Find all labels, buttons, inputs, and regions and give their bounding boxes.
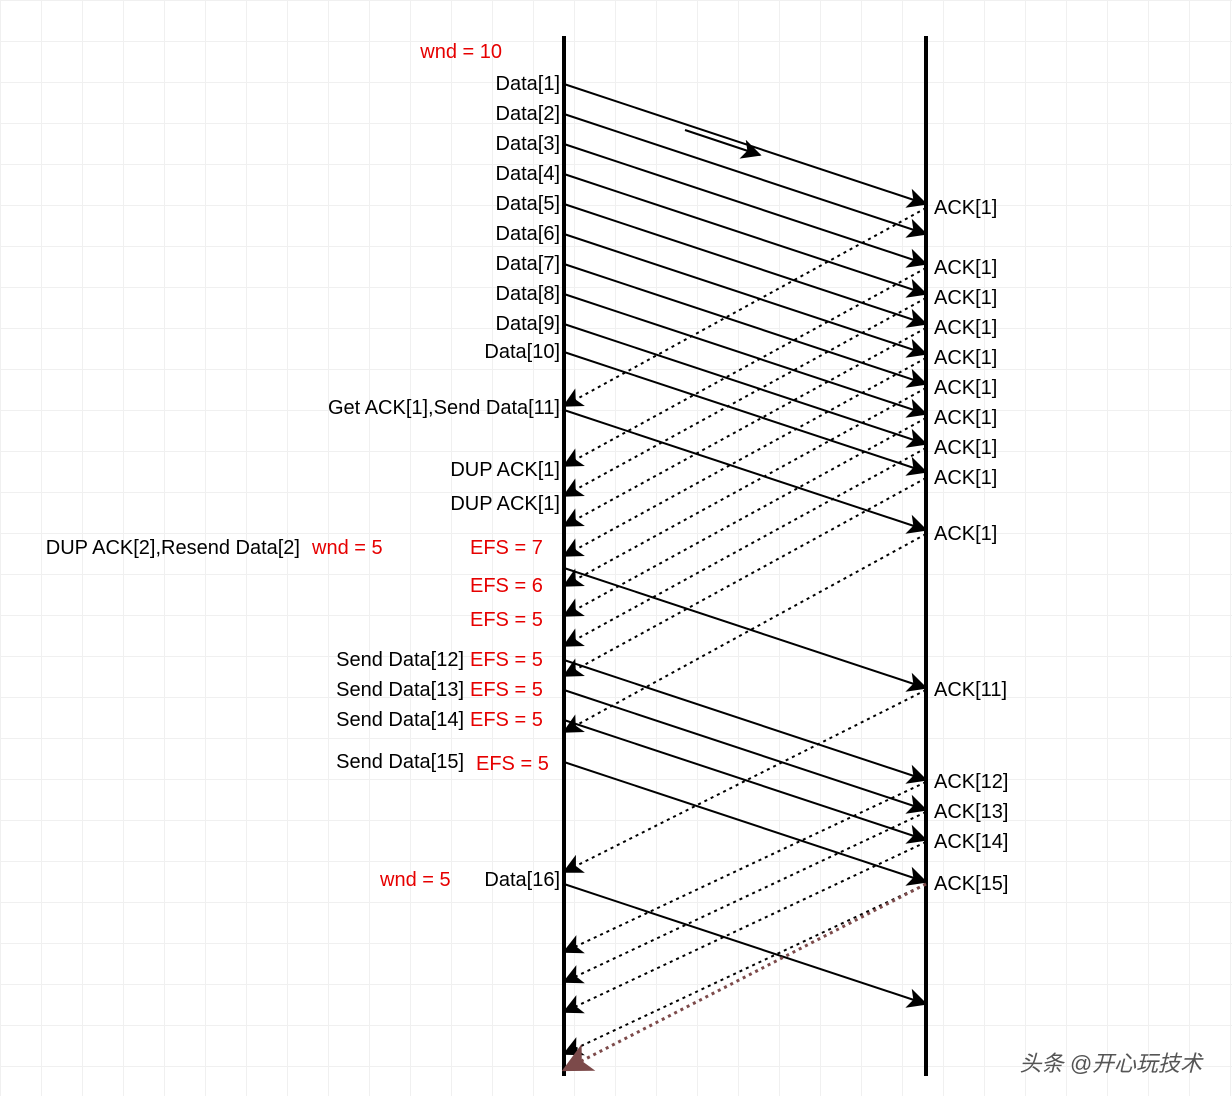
sender-label: Send Data[13] bbox=[336, 680, 464, 700]
sender-label: Send Data[12] bbox=[336, 650, 464, 670]
sender-label: Send Data[15] bbox=[336, 752, 464, 772]
ack-label: ACK[1] bbox=[934, 524, 997, 544]
ack-label: ACK[14] bbox=[934, 832, 1008, 852]
ack-label: ACK[1] bbox=[934, 468, 997, 488]
ack-label: ACK[12] bbox=[934, 772, 1008, 792]
ack-label: ACK[1] bbox=[934, 408, 997, 428]
sender-label: Data[7] bbox=[496, 254, 560, 274]
sender-label: Data[6] bbox=[496, 224, 560, 244]
sender-label: Data[5] bbox=[496, 194, 560, 214]
efs-label: EFS = 7 bbox=[470, 538, 543, 558]
efs-label: EFS = 5 bbox=[470, 710, 543, 730]
efs-label: EFS = 5 bbox=[476, 754, 549, 774]
ack-label: ACK[1] bbox=[934, 348, 997, 368]
sender-label: wnd = 10 bbox=[420, 42, 502, 62]
sender-label: Data[9] bbox=[496, 314, 560, 334]
sender-label: Get ACK[1],Send Data[11] bbox=[328, 398, 560, 418]
ack-label: ACK[15] bbox=[934, 874, 1008, 894]
sender-label: DUP ACK[1] bbox=[450, 460, 560, 480]
ack-label: ACK[1] bbox=[934, 378, 997, 398]
ack-label: ACK[13] bbox=[934, 802, 1008, 822]
ack-label: ACK[1] bbox=[934, 438, 997, 458]
efs-label: EFS = 5 bbox=[470, 610, 543, 630]
ack-label: ACK[1] bbox=[934, 258, 997, 278]
sender-label: Send Data[14] bbox=[336, 710, 464, 730]
sender-label: DUP ACK[1] bbox=[450, 494, 560, 514]
ack-label: ACK[1] bbox=[934, 288, 997, 308]
wnd-label: wnd = 5 bbox=[312, 538, 383, 558]
sender-label: Data[3] bbox=[496, 134, 560, 154]
efs-label: EFS = 5 bbox=[470, 650, 543, 670]
dup-resend-label: DUP ACK[2],Resend Data[2] bbox=[46, 538, 300, 558]
watermark: 头条 @开心玩技术 bbox=[1020, 1046, 1202, 1078]
wnd-label: wnd = 5 bbox=[380, 870, 451, 890]
efs-label: EFS = 5 bbox=[470, 680, 543, 700]
sender-label: Data[4] bbox=[496, 164, 560, 184]
sender-label: Data[16] bbox=[484, 870, 560, 890]
ack-label: ACK[11] bbox=[934, 680, 1007, 700]
efs-label: EFS = 6 bbox=[470, 576, 543, 596]
ack-label: ACK[1] bbox=[934, 198, 997, 218]
sender-label: Data[8] bbox=[496, 284, 560, 304]
sender-label: Data[10] bbox=[484, 342, 560, 362]
sender-label: Data[2] bbox=[496, 104, 560, 124]
sender-label: Data[1] bbox=[496, 74, 560, 94]
ack-label: ACK[1] bbox=[934, 318, 997, 338]
